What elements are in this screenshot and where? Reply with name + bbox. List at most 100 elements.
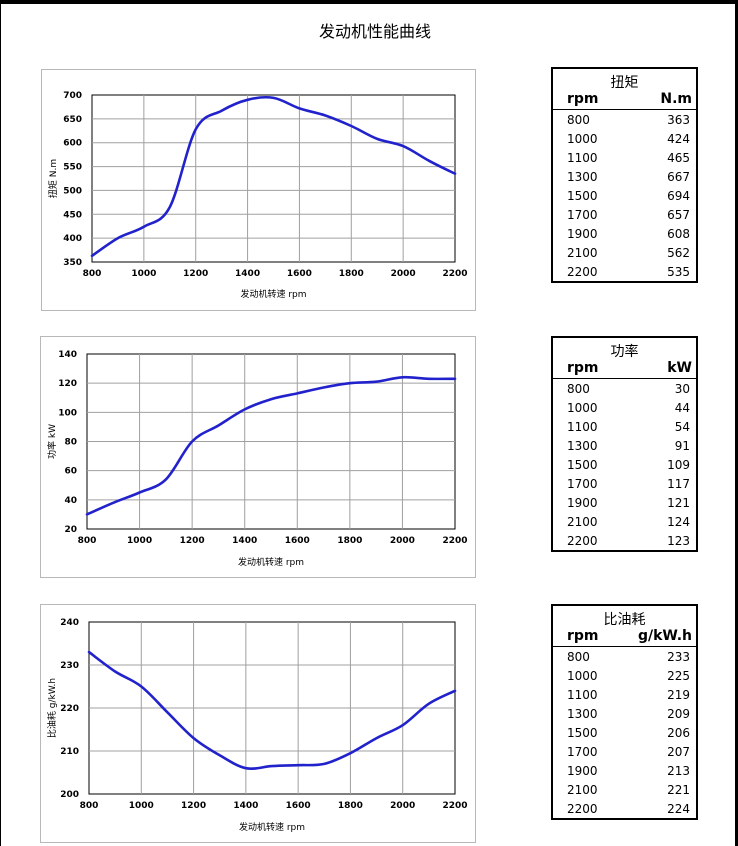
rpm-cell: 800	[567, 382, 590, 396]
y-tick-label: 700	[63, 91, 82, 101]
table-title: 比油耗	[603, 612, 646, 628]
table-title: 功率	[610, 344, 639, 360]
x-tick-label: 1600	[286, 801, 311, 811]
table-row: 2200 123	[553, 531, 696, 550]
rpm-cell: 2100	[567, 246, 598, 260]
rpm-cell: 1100	[567, 420, 598, 434]
value-cell: 224	[667, 802, 690, 816]
table-body: 800 233 1000 225 1100 219 1300 209 1500 206 1700 20…	[553, 647, 696, 818]
table-row: 1700 657	[553, 205, 696, 224]
table-row: 1000 225	[553, 666, 696, 685]
y-axis-label: 扭矩 N.m	[47, 159, 59, 198]
rpm-cell: 1900	[567, 496, 598, 510]
table-header: 功率 rpm kW	[553, 338, 696, 379]
table-row: 2200 535	[553, 262, 696, 281]
table-row: 1300 667	[553, 167, 696, 186]
page-title: 发动机性能曲线	[318, 22, 431, 41]
table-header: 比油耗 rpm g/kW.h	[553, 606, 696, 647]
y-axis-label: 比油耗 g/kW.h	[46, 678, 58, 738]
power-chart-panel: 800 1000 1200 1400 1600 1800 2000 2200 20 40 60 80 1…	[40, 336, 476, 578]
y-tick-label: 350	[63, 258, 82, 268]
y-tick-label: 400	[63, 234, 82, 244]
table-row: 800 233	[553, 647, 696, 666]
x-tick-label: 1000	[129, 801, 154, 811]
torque-chart-panel: 800 1000 1200 1400 1600 1800 2000 2200 350 400 450…	[41, 69, 476, 311]
value-cell: 424	[667, 132, 690, 146]
table-row: 1500 109	[553, 455, 696, 474]
fuel-consumption-chart: 800 1000 1200 1400 1600 1800 2000 2200 200 210 220…	[46, 618, 468, 833]
rpm-cell: 2200	[567, 265, 598, 279]
value-cell: 535	[667, 265, 690, 279]
table-row: 800 363	[553, 110, 696, 129]
table-row: 1100 219	[553, 685, 696, 704]
value-cell: 123	[667, 534, 690, 548]
x-tick-label: 2200	[442, 269, 467, 279]
column-header-unit: N.m	[660, 91, 692, 107]
value-cell: 225	[667, 669, 690, 683]
power-table: 功率 rpm kW 800 30 1000 44 1100 54 1300 91 1500 109…	[551, 336, 698, 552]
value-cell: 233	[667, 650, 690, 664]
x-tick-label: 1000	[131, 269, 156, 279]
y-tick-label: 20	[64, 525, 77, 535]
x-tick-label: 800	[83, 269, 102, 279]
x-axis-label: 发动机转速 rpm	[238, 556, 304, 568]
value-cell: 219	[667, 688, 690, 702]
column-header-rpm: rpm	[567, 91, 599, 107]
x-tick-label: 1600	[287, 269, 312, 279]
x-tick-label: 1000	[127, 536, 152, 546]
y-tick-label: 120	[58, 379, 77, 389]
fuel-consumption-table: 比油耗 rpm g/kW.h 800 233 1000 225 1100 219 1300 2…	[551, 604, 698, 820]
value-cell: 667	[667, 170, 690, 184]
value-cell: 608	[667, 227, 690, 241]
table-header: 扭矩 rpm N.m	[553, 69, 696, 110]
value-cell: 117	[667, 477, 690, 491]
table-row: 1900 608	[553, 224, 696, 243]
table-row: 1300 209	[553, 704, 696, 723]
table-row: 2100 124	[553, 512, 696, 531]
y-tick-label: 550	[63, 163, 82, 173]
x-tick-label: 800	[78, 536, 97, 546]
table-title: 扭矩	[610, 75, 639, 91]
x-tick-label: 1600	[285, 536, 310, 546]
table-row: 1100 465	[553, 148, 696, 167]
x-tick-label: 1200	[183, 269, 208, 279]
rpm-cell: 1300	[567, 707, 598, 721]
rpm-cell: 1700	[567, 745, 598, 759]
table-row: 2200 224	[553, 799, 696, 818]
table-row: 1300 91	[553, 436, 696, 455]
rpm-cell: 1900	[567, 764, 598, 778]
rpm-cell: 1300	[567, 170, 598, 184]
x-tick-label: 1400	[235, 269, 260, 279]
x-tick-label: 1400	[232, 536, 257, 546]
rpm-cell: 800	[567, 113, 590, 127]
x-tick-label: 1800	[338, 801, 363, 811]
rpm-cell: 1100	[567, 151, 598, 165]
column-header-rpm: rpm	[567, 628, 599, 644]
right-frame-border	[735, 0, 738, 846]
column-header-unit: kW	[667, 360, 692, 376]
rpm-cell: 1300	[567, 439, 598, 453]
table-row: 1500 206	[553, 723, 696, 742]
table-row: 1900 121	[553, 493, 696, 512]
rpm-cell: 1500	[567, 458, 598, 472]
table-row: 1000 424	[553, 129, 696, 148]
plot-area	[91, 94, 456, 263]
column-header-unit: g/kW.h	[637, 628, 692, 644]
value-cell: 207	[667, 745, 690, 759]
value-cell: 54	[674, 420, 690, 434]
x-tick-label: 2200	[442, 536, 467, 546]
power-chart: 800 1000 1200 1400 1600 1800 2000 2200 20 40 60 80 1…	[46, 350, 468, 568]
x-tick-label: 1200	[180, 536, 205, 546]
table-row: 1700 207	[553, 742, 696, 761]
rpm-cell: 2100	[567, 783, 598, 797]
value-cell: 465	[667, 151, 690, 165]
left-frame-border	[0, 0, 1, 846]
rpm-cell: 1000	[567, 401, 598, 415]
table-row: 1900 213	[553, 761, 696, 780]
value-cell: 121	[667, 496, 690, 510]
y-tick-label: 600	[63, 139, 82, 149]
x-tick-label: 1800	[337, 536, 362, 546]
x-tick-label: 1400	[233, 801, 258, 811]
x-axis-label: 发动机转速 rpm	[240, 288, 306, 300]
table-row: 1500 694	[553, 186, 696, 205]
